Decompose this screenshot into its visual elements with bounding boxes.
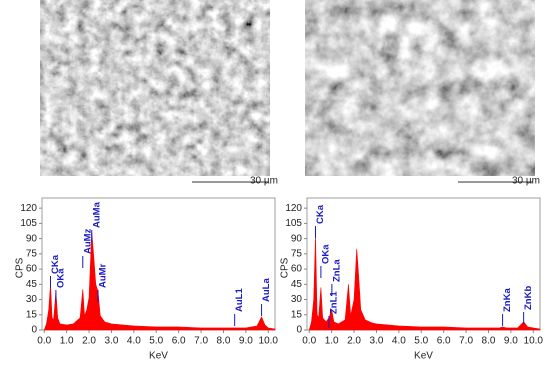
y-tick-label: 45 [26,279,38,290]
y-tick-label: 120 [20,203,37,214]
x-tick-label: 0.0 [302,336,316,347]
spectrum [43,231,276,331]
x-tick-label: 1.0 [325,336,339,347]
y-tick-label: 30 [291,294,303,305]
y-tick-label: 105 [20,218,37,229]
y-tick-label: 90 [26,233,38,244]
x-tick-label: 3.0 [104,336,118,347]
spectrum [308,235,541,331]
peak-label: CKa [315,204,326,224]
peak-label: AuL1 [234,288,245,312]
peak-label: AuMz [82,228,93,254]
x-axis-label: KeV [149,351,168,362]
y-axis-label: CPS [15,257,26,278]
peak-label: ZnKa [502,288,513,312]
y-tick-label: 105 [285,218,302,229]
peak-label: ZnL1 [328,291,339,314]
x-tick-label: 9.0 [239,336,253,347]
x-tick-label: 5.0 [414,336,428,347]
peak-label: OKa [55,268,66,288]
x-tick-label: 1.0 [60,336,74,347]
y-tick-label: 30 [26,294,38,305]
scale-label: 30 µm [250,176,278,187]
y-tick-label: 0 [296,325,302,336]
x-tick-label: 4.0 [127,336,141,347]
y-tick-label: 15 [26,309,38,320]
x-tick-label: 8.0 [217,336,231,347]
x-axis-label: KeV [414,351,433,362]
x-tick-label: 2.0 [82,336,96,347]
x-tick-label: 0.0 [37,336,51,347]
x-tick-label: 7.0 [194,336,208,347]
peak-label: ZnKb [523,286,534,310]
peak-label: CKa [50,254,61,274]
x-tick-label: 8.0 [482,336,496,347]
y-tick-label: 90 [291,233,303,244]
y-tick-label: 120 [285,203,302,214]
sem-image [40,0,270,176]
y-tick-label: 15 [291,309,303,320]
peak-label: ZnLa [331,259,342,282]
peak-label: OKa [320,244,331,264]
peak-label: AuMr [98,263,109,288]
x-tick-label: 9.0 [504,336,518,347]
x-tick-label: 10.0 [524,336,544,347]
y-tick-label: 60 [26,264,38,275]
y-tick-label: 60 [291,264,303,275]
y-tick-label: 75 [291,248,303,259]
x-tick-label: 2.0 [347,336,361,347]
y-tick-label: 0 [31,325,37,336]
y-axis-label: CPS [280,257,291,278]
y-tick-label: 45 [291,279,303,290]
peak-label: AuLa [261,278,272,302]
x-tick-label: 7.0 [459,336,473,347]
sem-image [305,0,535,176]
y-tick-label: 75 [26,248,38,259]
scale-label: 30 µm [512,176,540,187]
x-tick-label: 3.0 [369,336,383,347]
x-tick-label: 10.0 [259,336,279,347]
peak-label: AuMa [91,201,102,228]
x-tick-label: 4.0 [392,336,406,347]
x-tick-label: 6.0 [172,336,186,347]
x-tick-label: 6.0 [437,336,451,347]
x-tick-label: 5.0 [149,336,163,347]
